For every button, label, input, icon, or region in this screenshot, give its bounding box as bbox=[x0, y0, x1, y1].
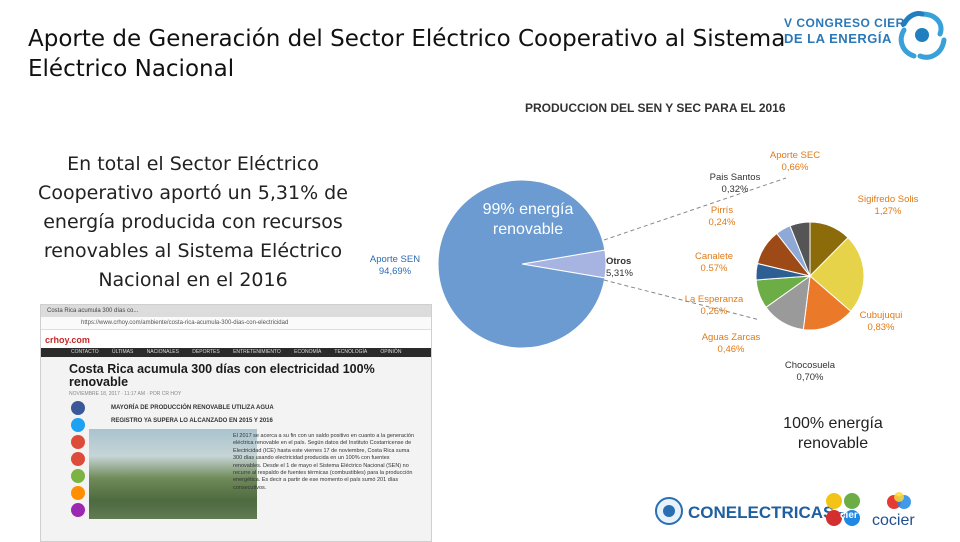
label-pais-santos-value: 0,32% bbox=[721, 184, 749, 195]
congress-logo: V CONGRESO CIER DE LA ENERGÍA bbox=[784, 16, 905, 46]
label-cubujuqui-value: 0,83% bbox=[867, 322, 895, 333]
label-canalete-value: 0.57% bbox=[700, 263, 728, 274]
label-sigifredo: Sigifredo Solis 1,27% bbox=[846, 194, 930, 218]
main-pie bbox=[437, 179, 607, 349]
label-aporte-sec-value: 0,66% bbox=[781, 162, 809, 173]
conelectricas-emblem-icon bbox=[655, 497, 683, 525]
label-otros-name: Otros bbox=[606, 256, 632, 267]
slide-title-line1: Aporte de Generación del Sector Eléctric… bbox=[28, 26, 786, 52]
article-bullet-2: REGISTRO YA SUPERA LO ALCANZADO EN 2015 … bbox=[111, 418, 273, 424]
label-sigifredo-name: Sigifredo Solis bbox=[857, 194, 919, 205]
label-aporte-sen-value: 94,69% bbox=[378, 266, 412, 277]
label-pirris-value: 0,24% bbox=[708, 217, 736, 228]
site-logo: crhoy.com bbox=[45, 335, 90, 345]
summary-text: En total el Sector Eléctrico Cooperativo… bbox=[38, 153, 348, 291]
label-aguas-zarcas: Aguas Zarcas 0,46% bbox=[698, 332, 764, 356]
label-aporte-sen: Aporte SEN 94,69% bbox=[364, 254, 426, 278]
label-la-esperanza-name: La Esperanza bbox=[684, 294, 744, 305]
cier-emblem-icon bbox=[826, 493, 860, 526]
google-plus-icon bbox=[71, 435, 85, 449]
news-article-screenshot: Costa Rica acumula 300 días co... https:… bbox=[40, 304, 432, 542]
connector-line-bottom bbox=[603, 279, 761, 321]
article-bullet-1: MAYORÍA DE PRODUCCIÓN RENOVABLE UTILIZA … bbox=[111, 405, 274, 411]
site-nav-bar: CONTACTO ÚLTIMAS NACIONALES DEPORTES ENT… bbox=[41, 348, 431, 357]
article-headline: Costa Rica acumula 300 días con electric… bbox=[69, 362, 375, 389]
label-pais-santos-name: Pais Santos bbox=[709, 172, 761, 183]
label-aporte-sen-name: Aporte SEN bbox=[369, 254, 421, 265]
sec-pie-slice-cubujuqui bbox=[802, 275, 852, 331]
article-body: El 2017 se acerca a su fin con un saldo … bbox=[233, 433, 415, 491]
whatsapp-icon bbox=[71, 469, 85, 483]
congress-logo-line2: DE LA ENERGÍA bbox=[784, 31, 892, 46]
label-pirris: Pirrís 0,24% bbox=[696, 205, 748, 229]
label-otros-value: 5,31% bbox=[606, 268, 633, 279]
conelectricas-logo-name: CONELECTRICAS bbox=[688, 503, 835, 522]
browser-url-bar: https://www.crhoy.com/ambiente/costa-ric… bbox=[41, 317, 431, 330]
label-aporte-sec-name: Aporte SEC bbox=[769, 150, 821, 161]
label-cubujuqui: Cubujuqui 0,83% bbox=[852, 310, 910, 334]
congress-emblem-icon bbox=[898, 11, 947, 60]
email-icon bbox=[71, 452, 85, 466]
cocier-emblem-icon bbox=[887, 492, 911, 509]
callout-100-renewable: 100% energía renovable bbox=[783, 415, 883, 452]
label-canalete: Canalete 0.57% bbox=[690, 251, 738, 275]
sec-pie bbox=[755, 221, 865, 331]
congress-logo-line1: V CONGRESO CIER bbox=[784, 16, 905, 30]
browser-tab: Costa Rica acumula 300 días co... bbox=[41, 305, 431, 317]
label-la-esperanza: La Esperanza 0,26% bbox=[682, 294, 746, 318]
label-aporte-sec: Aporte SEC 0,66% bbox=[764, 150, 826, 174]
sec-pie-slice-pais-santos bbox=[789, 221, 811, 277]
main-pie-slice-aporte-sen bbox=[437, 179, 606, 349]
link-icon bbox=[71, 503, 85, 517]
slide-title: Aporte de Generación del Sector Eléctric… bbox=[28, 24, 788, 84]
facebook-icon bbox=[71, 401, 85, 415]
slide-title-line2: Eléctrico Nacional bbox=[28, 56, 235, 82]
sec-pie-slice-sigifredo-solis bbox=[809, 236, 865, 313]
label-chocosuela-value: 0,70% bbox=[796, 372, 824, 383]
label-pirris-name: Pirrís bbox=[710, 205, 734, 216]
share-icon bbox=[71, 486, 85, 500]
label-canalete-name: Canalete bbox=[694, 251, 734, 262]
article-byline: NOVIEMBRE 18, 2017 · 11:17 AM · POR CR H… bbox=[69, 391, 182, 397]
label-chocosuela-name: Chocosuela bbox=[784, 360, 836, 371]
chart-title: PRODUCCION DEL SEN Y SEC PARA EL 2016 bbox=[525, 101, 786, 115]
label-la-esperanza-value: 0,26% bbox=[700, 306, 728, 317]
label-chocosuela: Chocosuela 0,70% bbox=[780, 360, 840, 384]
cocier-logo-text: cocier bbox=[872, 512, 915, 529]
label-aguas-zarcas-value: 0,46% bbox=[717, 344, 745, 355]
label-cubujuqui-name: Cubujuqui bbox=[859, 310, 903, 321]
callout-99-renewable: 99% energía renovable bbox=[482, 201, 574, 238]
twitter-icon bbox=[71, 418, 85, 432]
label-sigifredo-value: 1,27% bbox=[874, 206, 902, 217]
reservoir-photo bbox=[89, 429, 257, 519]
label-pais-santos: Pais Santos 0,32% bbox=[706, 172, 764, 196]
cier-logo-text: cier bbox=[840, 510, 858, 521]
label-otros: Otros 5,31% bbox=[606, 256, 650, 280]
label-aguas-zarcas-name: Aguas Zarcas bbox=[701, 332, 761, 343]
site-brand-bar: crhoy.com bbox=[41, 330, 431, 348]
